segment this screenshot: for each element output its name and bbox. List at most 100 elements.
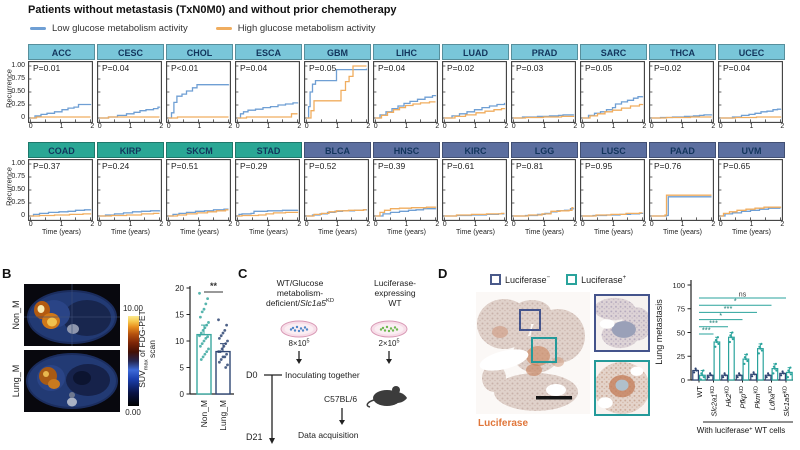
x-tick-labels: 0 1 2: [304, 221, 371, 229]
x-tick-label: 0: [235, 123, 240, 130]
p-value: P=0.95: [585, 161, 613, 171]
pet-scan-lung-m-image: [24, 350, 120, 412]
km-panel-STAD: STAD P=0.29 0 1 2 Time (years): [235, 142, 302, 238]
high-glucose-curve: [237, 113, 298, 119]
significance-label: ***: [702, 326, 711, 335]
x-tick-label: 1: [611, 123, 616, 130]
km-curves: [97, 159, 162, 221]
y-tick-label: 0: [180, 390, 185, 399]
y-tick-label: 0.25: [11, 199, 25, 206]
bar-group-Pkm: [750, 342, 764, 381]
x-tick-label: 0: [166, 221, 171, 228]
x-tick-label: 2: [573, 221, 578, 228]
km-plot-area: P=0.04: [235, 61, 302, 123]
km-panel-KIRP: KIRP P=0.24 0 1 2 Time (years): [97, 142, 164, 238]
x-tick-labels: 0 1 2: [304, 123, 371, 131]
cancer-type-header: THCA: [649, 44, 716, 60]
km-curves: [304, 159, 369, 221]
km-curves: [304, 61, 369, 123]
bar-group-Pfkp: [735, 353, 750, 381]
y-tick-label: 50: [677, 328, 685, 337]
timeline-d21: D21: [246, 432, 263, 442]
x-category-label: WT: [695, 386, 704, 398]
group-label: Lung_M: [218, 400, 228, 431]
p-value: P=0.37: [33, 161, 61, 171]
significance-label: ***: [709, 318, 718, 327]
km-plot-area: P=0.39: [373, 159, 440, 221]
significance-label: *: [719, 311, 722, 320]
pet-row-label-non-m: Non_M: [11, 300, 21, 330]
x-tick-label: 1: [542, 221, 547, 228]
x-tick-label: 0: [28, 221, 33, 228]
cancer-type-header: PRAD: [511, 44, 578, 60]
high-glucose-curve: [513, 207, 574, 217]
high-activity-line-swatch: [215, 27, 232, 30]
cancer-type-header: SKCM: [166, 142, 233, 158]
km-panel-COAD: COAD P=0.37 0 1 2 Time (years): [28, 142, 95, 238]
km-curves: [442, 159, 507, 221]
significance-marker: **: [210, 281, 218, 291]
mouse-strain-label: C57BL/6: [324, 394, 357, 404]
y-tick-label: 100: [672, 281, 685, 290]
x-tick-label: 1: [335, 123, 340, 130]
x-tick-label: 0: [718, 221, 723, 228]
panel-b: B Non_M Lung_M: [0, 266, 238, 450]
km-panel-GBM: GBM P=0.05 0 1 2: [304, 44, 371, 131]
x-tick-label: 1: [680, 123, 685, 130]
low-glucose-curve: [513, 114, 575, 119]
high-glucose-curve: [651, 194, 712, 217]
legend-item: High glucose metabolism activity: [215, 23, 376, 34]
km-curves: [235, 61, 300, 123]
x-axis-label: Time (years): [455, 229, 496, 236]
high-glucose-curve: [99, 212, 160, 217]
x-tick-label: 1: [266, 221, 271, 228]
y-tick-label: 0.25: [11, 101, 25, 108]
km-plot-area: P=0.51: [166, 159, 233, 221]
cancer-type-header: LUAD: [442, 44, 509, 60]
x-tick-label: 2: [711, 221, 716, 228]
panel-a-legend: Low glucose metabolism activity High gluc…: [30, 23, 376, 34]
km-panel-UVM: UVM P=0.65 0 1 2 Time (years): [718, 142, 785, 238]
p-value: P=0.02: [654, 63, 682, 73]
x-tick-label: 1: [128, 221, 133, 228]
cancer-type-header: STAD: [235, 142, 302, 158]
km-plot-area: P=0.04: [97, 61, 164, 123]
y-tick-label: 0: [681, 376, 685, 385]
x-tick-label: 2: [90, 123, 95, 130]
x-tick-labels: 0 1 2: [373, 123, 440, 131]
x-tick-label: 0: [718, 123, 723, 130]
km-row-axis: Recurrence 1.00 0.75 0.50 0.25 0: [0, 142, 26, 238]
low-glucose-curve: [582, 96, 644, 119]
low-glucose-curve: [99, 210, 161, 217]
km-curves: [511, 159, 576, 221]
p-value: P<0.01: [171, 63, 199, 73]
high-glucose-curve: [582, 103, 644, 119]
cancer-type-header: UCEC: [718, 44, 785, 60]
colorbar-min-label: 0.00: [125, 408, 141, 417]
bar-group-WT: [692, 367, 706, 381]
km-grid: Recurrence 1.00 0.75 0.50 0.25 0 ACC P=0.01 0 1 2 C…: [0, 44, 785, 249]
cancer-type-header: LUSC: [580, 142, 647, 158]
x-tick-label: 0: [649, 123, 654, 130]
km-panel-SARC: SARC P=0.05 0 1 2: [580, 44, 647, 131]
x-tick-labels: 0 1 2: [235, 123, 302, 131]
legend-label: Low glucose metabolism activity: [52, 23, 188, 34]
x-tick-label: 1: [59, 123, 64, 130]
x-tick-label: 1: [197, 123, 202, 130]
cell-count-left: 8×105: [288, 338, 310, 348]
high-glucose-curve: [99, 116, 160, 119]
km-curves: [28, 159, 93, 221]
km-plot-area: P=0.76: [649, 159, 716, 221]
pet-scan-non-m-image: [24, 284, 120, 346]
low-activity-line-swatch: [30, 27, 46, 30]
x-tick-label: 1: [335, 221, 340, 228]
x-axis-note: With luciferase+ WT cells: [697, 426, 785, 435]
x-tick-label: 2: [90, 221, 95, 228]
km-plot-area: P=0.65: [718, 159, 785, 221]
km-curves: [28, 61, 93, 123]
low-glucose-curve: [375, 208, 437, 217]
x-tick-label: 0: [28, 123, 33, 130]
km-panel-ACC: ACC P=0.01 0 1 2: [28, 44, 95, 131]
km-panel-SKCM: SKCM P=0.51 0 1 2 Time (years): [166, 142, 233, 238]
